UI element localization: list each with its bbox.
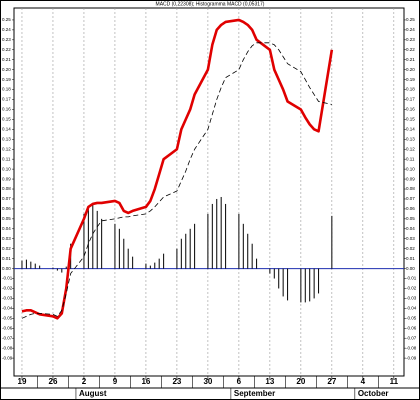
y-tick-label: 0.17 — [2, 97, 11, 102]
y2-tick-label: 0.18 — [406, 87, 415, 92]
y-tick-label: 0.15 — [2, 117, 11, 122]
y-tick-label: 0.04 — [2, 226, 11, 231]
y2-tick-label: 0.17 — [406, 97, 415, 102]
y2-tick-label: 0.06 — [406, 206, 415, 211]
y-tick-label: 0.05 — [2, 216, 11, 221]
y2-tick-label: 0.13 — [406, 136, 415, 141]
y2-tick-label: -0.03 — [406, 296, 417, 301]
y2-tick-label: 0.19 — [406, 77, 415, 82]
signal-line — [21, 42, 332, 319]
y-tick-label: -0.02 — [2, 286, 13, 291]
y-tick-label: -0.08 — [2, 345, 13, 350]
y-tick-label: 0.23 — [2, 37, 11, 42]
y-tick-label: 0.19 — [2, 77, 11, 82]
macd-line — [21, 18, 334, 320]
x-tick-label: 11 — [390, 377, 399, 386]
y-tick-label: -0.03 — [2, 296, 13, 301]
y-tick-label: 0.20 — [2, 67, 11, 72]
x-tick-label: 27 — [327, 377, 336, 386]
x-tick-label: 6 — [237, 377, 242, 386]
y2-tick-label: 0.24 — [406, 27, 415, 32]
x-tick-label: 9 — [113, 377, 118, 386]
y2-tick-label: 0.16 — [406, 107, 415, 112]
y-tick-label: 0.14 — [2, 127, 11, 132]
x-tick-label: 19 — [18, 377, 27, 386]
y-tick-label: -0.07 — [2, 335, 13, 340]
y2-tick-label: 0.20 — [406, 67, 415, 72]
x-tick-label: 16 — [141, 377, 150, 386]
y-tick-label: 0.24 — [2, 27, 11, 32]
y2-tick-label: -0.04 — [406, 306, 417, 311]
y-tick-label: 0.21 — [2, 57, 11, 62]
x-tick-label: 2 — [82, 377, 87, 386]
y-tick-label: 0.11 — [2, 156, 11, 161]
y2-tick-label: 0.23 — [406, 37, 415, 42]
y2-tick-label: -0.05 — [406, 316, 417, 321]
y-tick-label: 0.03 — [2, 236, 11, 241]
y-tick-label: 0.13 — [2, 136, 11, 141]
y2-tick-label: 0.04 — [406, 226, 415, 231]
y2-tick-label: 0.01 — [406, 256, 415, 261]
y2-tick-label: 0.14 — [406, 127, 415, 132]
y2-tick-label: 0.21 — [406, 57, 415, 62]
y2-tick-label: -0.01 — [406, 276, 417, 281]
x-tick-label: 13 — [265, 377, 274, 386]
y2-tick-label: -0.02 — [406, 286, 417, 291]
y2-tick-label: 0.03 — [406, 236, 415, 241]
y-tick-label: 0.07 — [2, 196, 11, 201]
y2-tick-label: 0.08 — [406, 186, 415, 191]
y-tick-label: 0.02 — [2, 246, 11, 251]
month-label: September — [234, 389, 275, 398]
y-tick-label: 0.00 — [2, 266, 11, 271]
y2-tick-label: 0.09 — [406, 176, 415, 181]
x-tick-label: 26 — [49, 377, 58, 386]
y-tick-label: 0.25 — [2, 17, 11, 22]
x-tick-label: 4 — [361, 377, 366, 386]
y2-tick-label: -0.09 — [406, 355, 417, 360]
x-tick-label: 20 — [296, 377, 305, 386]
y2-tick-label: -0.07 — [406, 335, 417, 340]
y-tick-label: -0.04 — [2, 306, 13, 311]
y2-tick-label: 0.05 — [406, 216, 415, 221]
y-tick-label: 0.22 — [2, 47, 11, 52]
y2-tick-label: 0.25 — [406, 17, 415, 22]
y2-tick-label: 0.00 — [406, 266, 415, 271]
y2-tick-label: -0.08 — [406, 345, 417, 350]
plot-area — [13, 7, 405, 377]
y2-tick-label: 0.10 — [406, 166, 415, 171]
y-tick-label: 0.12 — [2, 146, 11, 151]
y-tick-label: -0.01 — [2, 276, 13, 281]
y2-tick-label: 0.22 — [406, 47, 415, 52]
month-label: August — [79, 389, 107, 398]
month-label: October — [358, 389, 389, 398]
y-tick-label: 0.10 — [2, 166, 11, 171]
y-tick-label: 0.16 — [2, 107, 11, 112]
x-tick-label: 23 — [172, 377, 181, 386]
y-tick-label: 0.01 — [2, 256, 11, 261]
y-tick-label: -0.05 — [2, 316, 13, 321]
y2-tick-label: 0.12 — [406, 146, 415, 151]
y2-tick-label: 0.11 — [406, 156, 415, 161]
y-tick-label: -0.06 — [2, 325, 13, 330]
y-tick-label: -0.09 — [2, 355, 13, 360]
y-tick-label: 0.08 — [2, 186, 11, 191]
y2-tick-label: 0.15 — [406, 117, 415, 122]
y-tick-label: 0.06 — [2, 206, 11, 211]
y2-tick-label: 0.02 — [406, 246, 415, 251]
chart-title: MACD (0,22308); Histogramma MACD (0,0531… — [156, 1, 265, 7]
y2-tick-label: 0.07 — [406, 196, 415, 201]
y2-tick-label: -0.06 — [406, 325, 417, 330]
x-tick-label: 30 — [203, 377, 212, 386]
y-tick-label: 0.18 — [2, 87, 11, 92]
y-tick-label: 0.09 — [2, 176, 11, 181]
